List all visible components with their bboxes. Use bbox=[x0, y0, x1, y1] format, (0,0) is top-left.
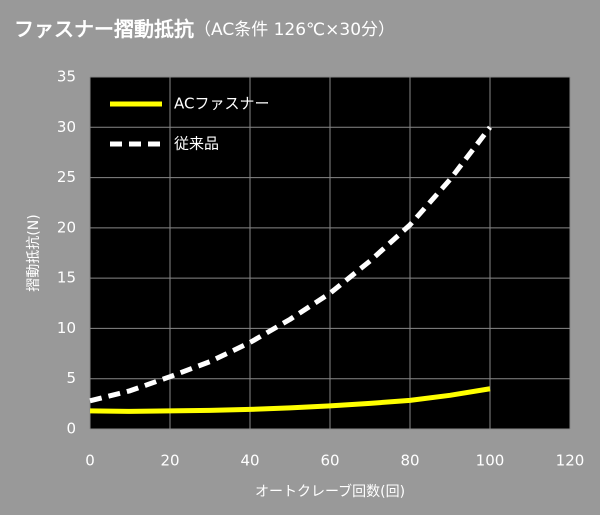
title: ファスナー摺動抵抗 bbox=[14, 17, 194, 41]
legend-label: 従来品 bbox=[174, 135, 219, 153]
legend-label: ACファスナー bbox=[174, 95, 269, 113]
y-tick-label: 15 bbox=[57, 269, 76, 287]
y-tick-label: 35 bbox=[57, 68, 76, 86]
y-tick-label: 10 bbox=[57, 319, 76, 337]
y-tick-label: 5 bbox=[66, 369, 76, 387]
series-line bbox=[89, 125, 492, 404]
series-line bbox=[89, 386, 491, 414]
x-tick-label: 120 bbox=[556, 452, 585, 470]
x-tick-label: 80 bbox=[400, 452, 419, 470]
x-axis-label: オートクレーブ回数(回) bbox=[255, 483, 405, 500]
chart-title: ファスナー摺動抵抗（AC条件 126℃×30分） bbox=[14, 17, 395, 41]
y-tick-label: 30 bbox=[57, 118, 76, 136]
y-tick-label: 0 bbox=[66, 420, 76, 438]
y-axis-label: 摺動抵抗(N) bbox=[26, 214, 42, 291]
subtitle: （AC条件 126℃×30分） bbox=[194, 20, 395, 40]
x-tick-label: 0 bbox=[85, 452, 95, 470]
x-tick-label: 60 bbox=[320, 452, 339, 470]
y-tick-label: 20 bbox=[57, 218, 76, 236]
x-tick-label: 40 bbox=[240, 452, 259, 470]
x-tick-label: 100 bbox=[476, 452, 505, 470]
y-tick-label: 25 bbox=[57, 168, 76, 186]
x-tick-label: 20 bbox=[160, 452, 179, 470]
